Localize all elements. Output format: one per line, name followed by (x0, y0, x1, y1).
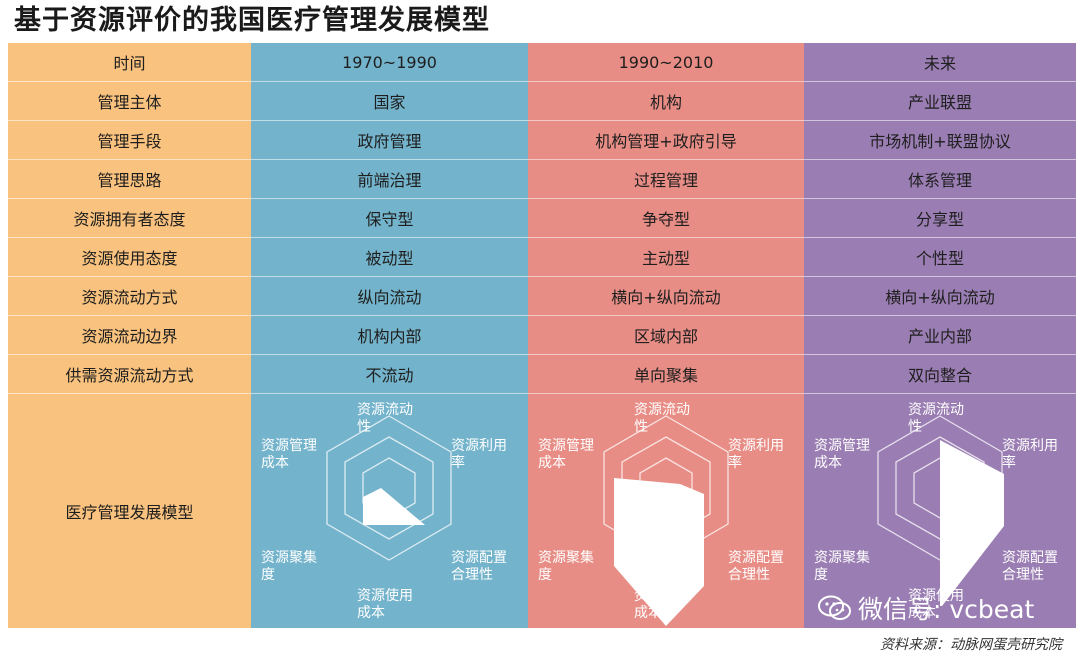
radar-ring (344, 436, 434, 540)
radar-svg (326, 415, 452, 561)
axis-label-upper-right: 资源利用率 (451, 438, 507, 471)
period-column-future: 未来 产业联盟 市场机制+联盟协议 体系管理 分享型 个性型 横向+纵向流动 产… (804, 43, 1076, 628)
table-cell: 单向聚集 (528, 355, 804, 394)
radar-shape (363, 488, 425, 525)
table-cell: 机构内部 (251, 316, 528, 355)
row-label: 资源使用态度 (8, 238, 251, 277)
radar-svg (603, 415, 729, 626)
source-note: 资料来源：动脉网蛋壳研究院 (880, 637, 1062, 653)
table-cell: 机构管理+政府引导 (528, 121, 804, 160)
radar-diagram-future: 资源流动性 资源利用率 资源配置 合理性 资源使用 成本 资源聚集度 资源管理 成本 (804, 394, 1076, 628)
model-label: 医疗管理发展模型 (65, 503, 194, 522)
row-label: 资源流动边界 (8, 316, 251, 355)
axis-label-upper-left: 资源管理 成本 (538, 438, 594, 471)
radar-diagram-1990-2010: 资源流动性 资源利用率 资源配置 合理性 资源使用 成本 资源聚集度 资源管理 成本 (528, 394, 804, 628)
row-label: 资源流动方式 (8, 277, 251, 316)
table-cell: 横向+纵向流动 (804, 277, 1076, 316)
table-cell: 被动型 (251, 238, 528, 277)
page-title: 基于资源评价的我国医疗管理发展模型 (14, 5, 490, 36)
axis-label-lower-left: 资源聚集度 (261, 550, 317, 583)
axis-label-top: 资源流动性 (634, 402, 690, 435)
radar-svg (877, 415, 1004, 606)
row-label: 管理思路 (8, 160, 251, 199)
period-header: 未来 (804, 43, 1076, 82)
table-cell: 区域内部 (528, 316, 804, 355)
period-column-1970-1990: 1970~1990 国家 政府管理 前端治理 保守型 被动型 纵向流动 机构内部… (251, 43, 528, 628)
radar-diagram-1970-1990: 资源流动性 资源利用率 资源配置 合理性 资源使用 成本 资源聚集度 资源管理 成本 (251, 394, 528, 628)
row-label: 管理手段 (8, 121, 251, 160)
table-cell: 体系管理 (804, 160, 1076, 199)
watermark-text: 微信号: vcbeat (858, 595, 1035, 624)
axis-label-upper-left: 资源管理 成本 (814, 438, 870, 471)
table-cell: 前端治理 (251, 160, 528, 199)
axis-label-lower-right: 资源配置 合理性 (451, 550, 507, 583)
axis-label-lower-left: 资源聚集度 (814, 550, 870, 583)
table-cell: 政府管理 (251, 121, 528, 160)
row-label: 资源拥有者态度 (8, 199, 251, 238)
table-cell: 争夺型 (528, 199, 804, 238)
label-column: 时间 管理主体 管理手段 管理思路 资源拥有者态度 资源使用态度 资源流动方式 … (8, 43, 251, 628)
radar-shape (614, 478, 704, 626)
axis-label-upper-left: 资源管理 成本 (261, 438, 317, 471)
row-label: 供需资源流动方式 (8, 355, 251, 394)
table-cell: 市场机制+联盟协议 (804, 121, 1076, 160)
table-cell: 产业联盟 (804, 82, 1076, 121)
axis-label-top: 资源流动性 (908, 402, 964, 435)
axis-label-lower-right: 资源配置 合理性 (728, 550, 784, 583)
period-column-1990-2010: 1990~2010 机构 机构管理+政府引导 过程管理 争夺型 主动型 横向+纵… (528, 43, 804, 628)
axis-label-bottom: 资源使用 成本 (634, 588, 690, 621)
wechat-icon (818, 595, 852, 621)
axis-label-bottom: 资源使用 成本 (908, 588, 964, 621)
table-cell: 过程管理 (528, 160, 804, 199)
table-cell: 双向整合 (804, 355, 1076, 394)
period-header: 1970~1990 (251, 43, 528, 82)
table-cell: 机构 (528, 82, 804, 121)
table-cell: 个性型 (804, 238, 1076, 277)
table-cell: 横向+纵向流动 (528, 277, 804, 316)
radar-shape (940, 440, 1004, 606)
axis-label-upper-right: 资源利用率 (1002, 438, 1058, 471)
header-label: 时间 (8, 43, 251, 82)
axis-label-bottom: 资源使用 成本 (357, 588, 413, 621)
radar-ring (326, 415, 452, 561)
row-label: 管理主体 (8, 82, 251, 121)
comparison-table: 时间 管理主体 管理手段 管理思路 资源拥有者态度 资源使用态度 资源流动方式 … (8, 43, 1076, 628)
table-cell: 国家 (251, 82, 528, 121)
table-cell: 纵向流动 (251, 277, 528, 316)
table-cell: 分享型 (804, 199, 1076, 238)
table-cell: 不流动 (251, 355, 528, 394)
axis-label-upper-right: 资源利用率 (728, 438, 784, 471)
table-cell: 保守型 (251, 199, 528, 238)
axis-label-top: 资源流动性 (357, 402, 413, 435)
table-cell: 产业内部 (804, 316, 1076, 355)
period-header: 1990~2010 (528, 43, 804, 82)
table-cell: 主动型 (528, 238, 804, 277)
wechat-watermark: 微信号: vcbeat (818, 588, 1034, 628)
axis-label-lower-left: 资源聚集度 (538, 550, 594, 583)
axis-label-lower-right: 资源配置 合理性 (1002, 550, 1058, 583)
